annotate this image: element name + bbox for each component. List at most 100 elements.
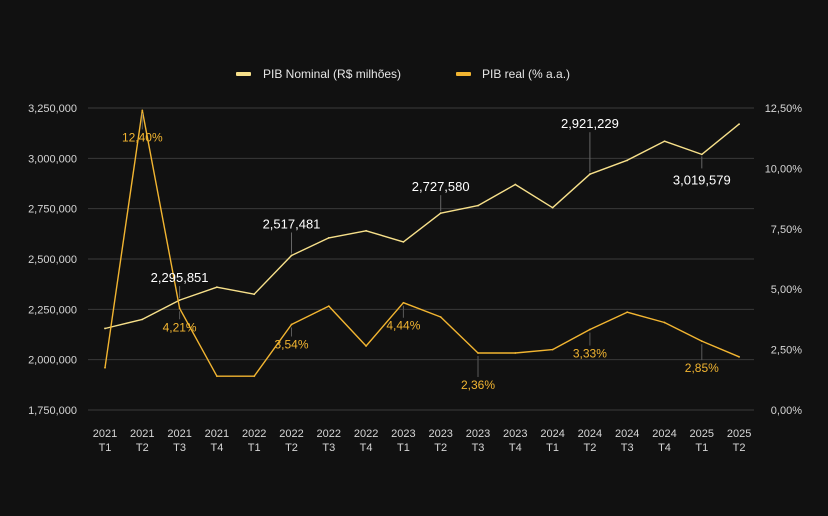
x-tick-quarter: T1 — [397, 442, 410, 454]
data-label-real: 2,36% — [461, 378, 495, 392]
point-real — [141, 109, 144, 112]
data-label-real: 3,54% — [274, 337, 308, 351]
x-tick-quarter: T3 — [472, 442, 485, 454]
left-tick-label: 2,750,000 — [28, 204, 77, 216]
x-tick-year: 2023 — [428, 428, 452, 440]
point-real — [290, 323, 293, 326]
x-tick-year: 2024 — [652, 428, 676, 440]
x-tick-year: 2021 — [93, 428, 117, 440]
point-real — [178, 307, 181, 310]
data-label-real: 4,44% — [386, 319, 420, 333]
label-leaders — [141, 113, 703, 377]
point-real — [477, 352, 479, 354]
x-tick-year: 2021 — [205, 428, 229, 440]
x-tick-year: 2022 — [354, 428, 378, 440]
point-real — [626, 311, 629, 314]
x-tick-label: 2021 T3 — [167, 428, 191, 454]
x-tick-quarter: T4 — [509, 442, 522, 454]
x-tick-quarter: T1 — [695, 442, 708, 454]
x-tick-quarter: T3 — [322, 442, 335, 454]
series-line-nominal — [104, 123, 740, 330]
point-nominal — [663, 140, 666, 143]
point-real — [589, 328, 591, 331]
x-tick-quarter: T4 — [658, 442, 671, 454]
x-tick-label: 2023 T2 — [428, 428, 452, 454]
data-label-nominal: 2,921,229 — [561, 116, 619, 131]
point-real — [327, 305, 330, 308]
legend-label-real: PIB real (% a.a.) — [482, 67, 570, 81]
left-tick-label: 3,250,000 — [28, 103, 77, 115]
x-tick-year: 2024 — [615, 428, 639, 440]
legend-label-nominal: PIB Nominal (R$ milhões) — [263, 67, 401, 81]
x-tick-quarter: T1 — [99, 442, 112, 454]
point-real — [514, 352, 517, 354]
legend-item-real[interactable]: PIB real (% a.a.) — [456, 67, 570, 81]
x-tick-label: 2021 T4 — [205, 428, 229, 454]
x-tick-year: 2022 — [242, 428, 266, 440]
left-tick-label: 1,750,000 — [28, 405, 77, 417]
right-tick-label: 5,00% — [771, 284, 802, 296]
data-label-real: 2,85% — [685, 361, 719, 375]
x-tick-label: 2021 T2 — [130, 428, 154, 454]
point-nominal — [327, 236, 330, 239]
x-tick-label: 2022 T2 — [279, 428, 303, 454]
x-tick-year: 2025 — [690, 428, 714, 440]
point-nominal — [402, 240, 405, 243]
x-tick-label: 2024 T2 — [578, 428, 602, 454]
series-lines — [104, 109, 740, 378]
point-real — [365, 345, 367, 347]
point-nominal — [141, 318, 144, 321]
data-label-real: 4,21% — [163, 320, 197, 334]
point-real — [253, 375, 256, 378]
x-tick-label: 2024 T4 — [652, 428, 676, 454]
x-tick-label: 2023 T4 — [503, 428, 527, 454]
x-tick-quarter: T2 — [434, 442, 447, 454]
x-tick-year: 2022 — [317, 428, 341, 440]
x-tick-label: 2024 T3 — [615, 428, 639, 454]
point-real — [663, 321, 666, 324]
data-label-nominal: 2,295,851 — [151, 270, 209, 285]
point-real — [104, 366, 106, 369]
x-tick-label: 2022 T3 — [317, 428, 341, 454]
left-tick-label: 2,000,000 — [28, 355, 77, 367]
point-nominal — [216, 286, 218, 289]
x-tick-quarter: T1 — [248, 442, 261, 454]
point-real — [439, 316, 442, 318]
legend-swatch-real — [456, 72, 471, 76]
x-tick-year: 2021 — [130, 428, 154, 440]
x-tick-quarter: T2 — [583, 442, 596, 454]
right-tick-label: 2,50% — [771, 345, 802, 357]
point-nominal — [365, 229, 367, 232]
grid-lines — [88, 107, 754, 411]
x-tick-year: 2022 — [279, 428, 303, 440]
series-line-real — [104, 109, 740, 377]
point-nominal — [477, 204, 479, 207]
x-tick-quarter: T2 — [285, 442, 298, 454]
x-tick-year: 2023 — [503, 428, 527, 440]
point-nominal — [178, 299, 181, 302]
x-tick-year: 2024 — [578, 428, 602, 440]
x-tick-quarter: T2 — [733, 442, 746, 454]
point-nominal — [551, 206, 554, 209]
data-label-nominal: 3,019,579 — [673, 172, 731, 187]
point-real — [738, 355, 740, 358]
x-tick-label: 2021 T1 — [93, 428, 117, 454]
point-nominal — [290, 254, 293, 257]
point-nominal — [626, 159, 629, 162]
point-nominal — [738, 123, 740, 126]
data-label-nominal: 2,727,580 — [412, 179, 470, 194]
legend[interactable]: PIB Nominal (R$ milhões) PIB real (% a.a… — [236, 67, 570, 81]
x-tick-label: 2022 T4 — [354, 428, 378, 454]
x-tick-year: 2023 — [466, 428, 490, 440]
x-tick-quarter: T3 — [621, 442, 634, 454]
x-tick-year: 2021 — [167, 428, 191, 440]
x-tick-quarter: T4 — [360, 442, 373, 454]
data-labels: 2,295,851 2,517,481 2,727,580 2,921,229 3,01… — [122, 116, 731, 392]
point-nominal — [439, 212, 442, 215]
x-tick-label: 2025 T1 — [690, 428, 714, 454]
point-real — [551, 348, 554, 351]
legend-swatch-nominal — [236, 72, 251, 76]
legend-item-nominal[interactable]: PIB Nominal (R$ milhões) — [236, 67, 401, 81]
point-nominal — [253, 293, 256, 296]
